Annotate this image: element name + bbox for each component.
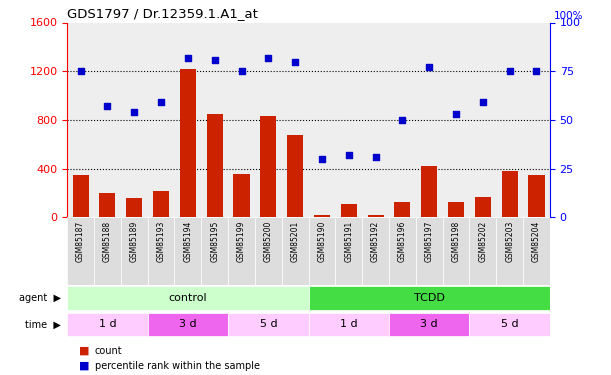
FancyBboxPatch shape [469,313,550,336]
Text: time  ▶: time ▶ [25,320,61,329]
Text: 5 d: 5 d [260,320,277,329]
Point [371,154,381,160]
Text: GSM85196: GSM85196 [398,221,407,262]
Point [183,55,193,61]
Bar [448,202,464,217]
FancyBboxPatch shape [201,217,228,285]
Bar [260,116,276,218]
Bar [287,135,303,218]
Text: GSM85202: GSM85202 [478,221,488,262]
FancyBboxPatch shape [309,217,335,285]
Bar [73,175,89,217]
Bar [475,197,491,217]
FancyBboxPatch shape [67,313,148,336]
Bar [502,171,518,217]
Point [210,57,219,63]
Point [76,68,86,74]
Text: GSM85200: GSM85200 [264,221,273,262]
Text: percentile rank within the sample: percentile rank within the sample [95,361,260,370]
Text: 1 d: 1 d [340,320,357,329]
Text: 1 d: 1 d [98,320,116,329]
Bar [207,114,223,218]
Point [424,64,434,70]
Text: GSM85194: GSM85194 [183,221,192,262]
FancyBboxPatch shape [416,217,442,285]
Text: agent  ▶: agent ▶ [19,293,61,303]
FancyBboxPatch shape [228,313,309,336]
FancyBboxPatch shape [67,286,309,310]
FancyBboxPatch shape [67,217,94,285]
FancyBboxPatch shape [309,286,550,310]
Text: control: control [169,293,207,303]
Text: 100%: 100% [554,11,584,21]
Bar [233,174,249,217]
FancyBboxPatch shape [389,217,416,285]
Bar [394,202,411,217]
FancyBboxPatch shape [94,217,121,285]
FancyBboxPatch shape [335,217,362,285]
Point [317,156,327,162]
Text: GDS1797 / Dr.12359.1.A1_at: GDS1797 / Dr.12359.1.A1_at [67,7,258,20]
FancyBboxPatch shape [442,217,469,285]
Text: GSM85197: GSM85197 [425,221,434,262]
Text: 3 d: 3 d [179,320,197,329]
Text: 5 d: 5 d [501,320,519,329]
Point [451,111,461,117]
FancyBboxPatch shape [362,217,389,285]
Bar [421,166,437,218]
Bar [314,215,330,217]
Text: GSM85201: GSM85201 [291,221,299,262]
Point [156,99,166,105]
FancyBboxPatch shape [255,217,282,285]
Point [532,68,541,74]
Text: GSM85191: GSM85191 [344,221,353,262]
FancyBboxPatch shape [121,217,148,285]
Bar [368,215,384,217]
Point [398,117,408,123]
FancyBboxPatch shape [496,217,523,285]
Text: 3 d: 3 d [420,320,438,329]
Text: GSM85204: GSM85204 [532,221,541,262]
Point [263,55,273,61]
Text: GSM85203: GSM85203 [505,221,514,262]
FancyBboxPatch shape [282,217,309,285]
Text: GSM85190: GSM85190 [318,221,326,262]
Bar [529,175,544,217]
Text: ■: ■ [79,346,90,355]
Text: TCDD: TCDD [414,293,445,303]
Bar [153,190,169,217]
Text: GSM85193: GSM85193 [156,221,166,262]
Text: ■: ■ [79,361,90,370]
Point [505,68,514,74]
Point [478,99,488,105]
Text: GSM85198: GSM85198 [452,221,461,262]
Text: GSM85189: GSM85189 [130,221,139,262]
FancyBboxPatch shape [148,217,175,285]
Bar [341,204,357,218]
Bar [126,198,142,217]
Text: GSM85199: GSM85199 [237,221,246,262]
FancyBboxPatch shape [228,217,255,285]
Point [103,104,112,110]
Point [236,68,246,74]
Text: count: count [95,346,122,355]
Text: GSM85187: GSM85187 [76,221,85,262]
FancyBboxPatch shape [175,217,201,285]
Point [344,152,354,158]
Text: GSM85192: GSM85192 [371,221,380,262]
Point [290,58,300,64]
Point [130,109,139,115]
Bar [100,193,115,217]
Bar [180,69,196,218]
FancyBboxPatch shape [148,313,228,336]
Text: GSM85195: GSM85195 [210,221,219,262]
FancyBboxPatch shape [523,217,550,285]
FancyBboxPatch shape [389,313,469,336]
FancyBboxPatch shape [309,313,389,336]
Text: GSM85188: GSM85188 [103,221,112,262]
FancyBboxPatch shape [469,217,496,285]
